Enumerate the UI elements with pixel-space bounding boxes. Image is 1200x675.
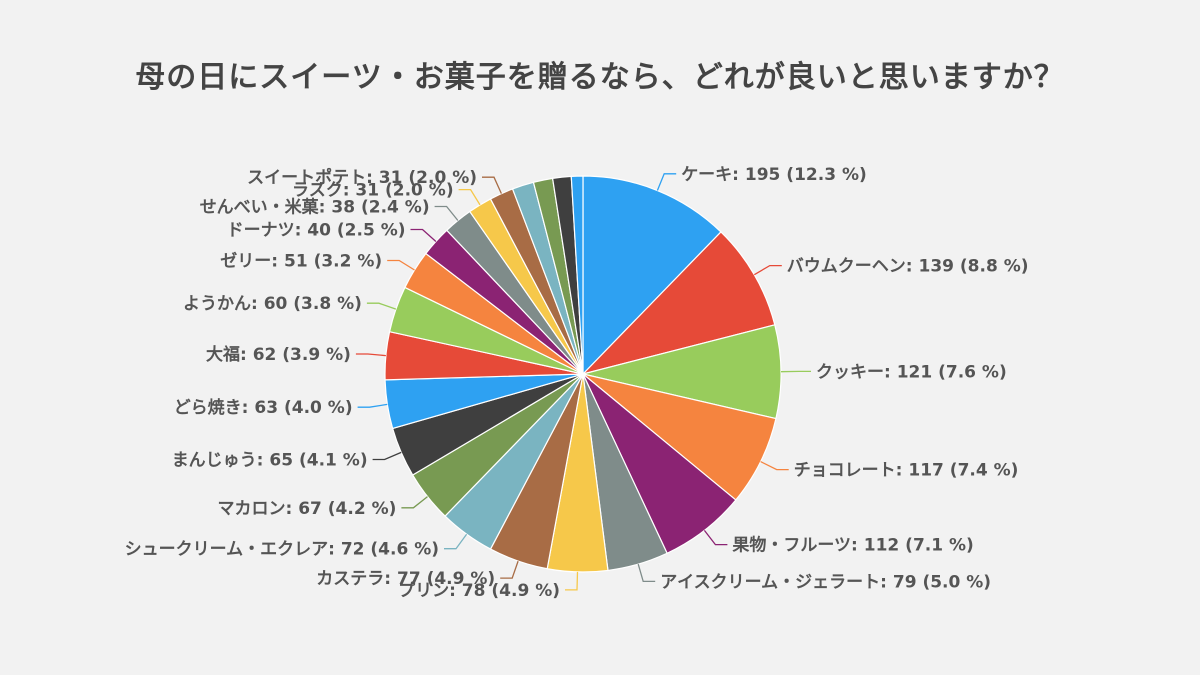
leader-line-15 [410, 228, 437, 242]
slice-label-18: スイートポテト: 31 (2.0 %) [247, 167, 477, 188]
leader-line-5 [637, 563, 656, 583]
leader-line-12 [355, 353, 386, 357]
leader-line-8 [444, 533, 468, 550]
leader-line-7 [500, 560, 519, 579]
slice-label-8: シュークリーム・エクレア: 72 (4.6 %) [125, 540, 439, 560]
pie-slice-22[interactable] [570, 175, 584, 375]
leader-line-0 [656, 173, 677, 191]
leader-line-6 [565, 571, 579, 591]
slice-label-2: クッキー: 121 (7.6 %) [816, 362, 1007, 382]
leader-line-11 [357, 403, 388, 408]
pie-slice-0[interactable] [582, 175, 722, 376]
leader-line-1 [753, 264, 782, 276]
leader-line-16 [434, 205, 459, 221]
slice-label-14: ゼリー: 51 (3.2 %) [220, 251, 382, 272]
slice-label-1: バウムクーヘン: 139 (8.8 %) [787, 257, 1029, 277]
pie-slice-2[interactable] [582, 324, 782, 420]
slice-label-3: チョコレート: 117 (7.4 %) [794, 461, 1019, 481]
leader-line-10 [372, 451, 402, 461]
leader-line-17 [458, 188, 481, 206]
slice-label-13: ようかん: 60 (3.8 %) [183, 294, 362, 314]
slice-label-7: カステラ: 77 (4.9 %) [316, 569, 495, 589]
leader-line-4 [703, 530, 728, 546]
leader-line-9 [401, 496, 428, 509]
pie-slices [384, 175, 782, 573]
slice-labels: ケーキ: 195 (12.3 %) バウムクーヘン: 139 (8.8 %) クッキ… [125, 165, 1029, 601]
leader-line-14 [387, 259, 415, 271]
slice-label-17: ラスク: 31 (2.0 %) [292, 181, 454, 201]
slice-label-9: マカロン: 67 (4.2 %) [217, 499, 396, 519]
slice-label-10: まんじゅう: 65 (4.1 %) [172, 451, 368, 471]
leader-line-3 [760, 461, 789, 471]
leader-lines [355, 173, 811, 591]
leader-line-13 [366, 302, 397, 310]
chart-title: 母の日にスイーツ・お菓子を贈るなら、どれが良いと思いますか？ [135, 60, 1065, 95]
slice-label-12: 大福: 62 (3.9 %) [206, 344, 351, 365]
slice-label-4: 果物・フルーツ: 112 (7.1 %) [732, 535, 973, 556]
slice-label-5: アイスクリーム・ジェラート: 79 (5.0 %) [660, 572, 991, 592]
slice-label-0: ケーキ: 195 (12.3 %) [681, 165, 867, 185]
leader-line-18 [482, 176, 502, 194]
slice-label-11: どら焼き: 63 (4.0 %) [174, 397, 353, 418]
slice-label-15: ドーナツ: 40 (2.5 %) [227, 221, 406, 241]
slice-label-16: せんべい・米菓: 38 (2.4 %) [200, 197, 430, 218]
slice-label-6: プリン: 78 (4.9 %) [398, 580, 560, 601]
